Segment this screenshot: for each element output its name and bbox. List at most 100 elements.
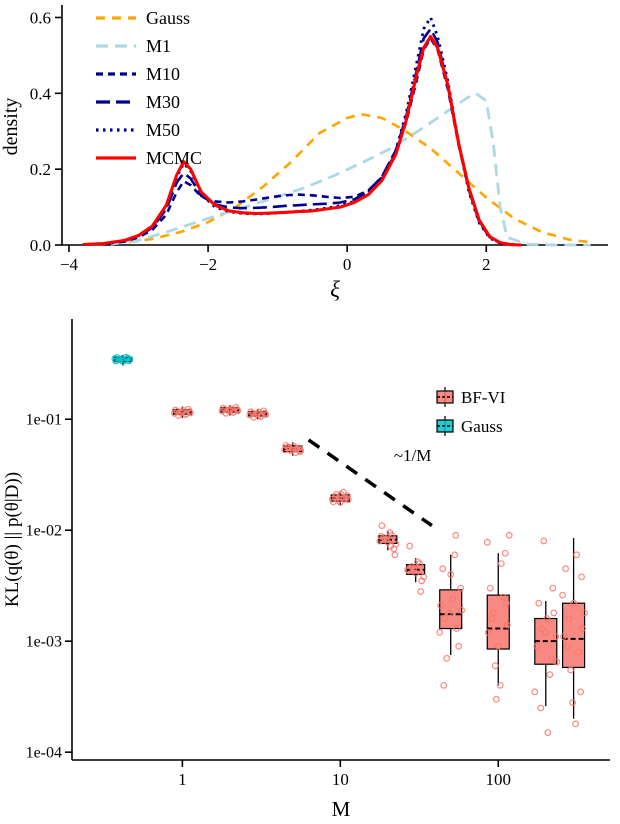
jitter-point (405, 567, 413, 575)
y-tick-label: 0.4 (30, 84, 52, 103)
jitter-point (503, 621, 511, 629)
density-chart: 0.0 0.2 0.4 0.6 −4 −2 0 2 density ξ Gauss M1 M10 M30 M… (0, 5, 608, 302)
series-MCMC (82, 34, 522, 247)
jitter-point (564, 642, 572, 650)
jitter-point (186, 409, 194, 417)
x-tick-label: −4 (60, 255, 79, 274)
y-tick-label: 1e-02 (26, 523, 62, 540)
x-axis-label: ξ (330, 277, 340, 302)
legend-label-M10: M10 (146, 64, 180, 84)
jitter-point (569, 699, 577, 706)
jitter-point (486, 584, 494, 592)
x-tick-label: 100 (486, 770, 512, 789)
jitter-point (332, 491, 340, 498)
jitter-point (451, 551, 459, 559)
jitter-point (496, 681, 504, 689)
jitter-point (537, 704, 545, 712)
jitter-point (491, 662, 499, 670)
jitter-point (562, 565, 570, 573)
y-tick-label: 0.2 (30, 160, 51, 179)
jitter-point (581, 609, 589, 617)
jitter-point (565, 615, 573, 622)
jitter-point (376, 537, 384, 545)
jitter-point (406, 542, 414, 550)
jitter-point (232, 403, 240, 411)
series-M1 (110, 91, 591, 247)
jitter-point (483, 538, 491, 546)
legend-label-M1: M1 (146, 36, 171, 56)
kl-divergence-chart: 1e-01 1e-02 1e-03 1e-04 1 10 100 KL(q(θ) || p(θ… (2, 319, 610, 821)
jitter-point (499, 593, 507, 601)
jitter-point (502, 599, 510, 607)
jitter-point (247, 408, 255, 416)
jitter-point (377, 532, 385, 540)
jitter-point (222, 409, 230, 417)
jitter-point (437, 602, 445, 609)
boxplot-50 (439, 589, 463, 630)
jitter-point (336, 499, 344, 506)
jitter-point (553, 658, 561, 666)
legend-label-M50: M50 (146, 120, 180, 140)
jitter-point (449, 595, 457, 603)
jitter-point (378, 522, 386, 530)
jitter-point (387, 542, 395, 550)
y-axis-label: density (0, 98, 22, 156)
jitter-point (184, 405, 192, 413)
legend-label-Gauss: Gauss (461, 417, 503, 436)
jitter-point (418, 577, 426, 585)
jitter-point (125, 357, 133, 365)
x-tick-label: −2 (199, 255, 217, 274)
jitter-point (567, 666, 575, 674)
jitter-point (457, 584, 465, 592)
x-tick-label: 10 (332, 770, 349, 789)
jitter-point (441, 615, 449, 622)
jitter-point (250, 413, 258, 421)
jitter-point (285, 443, 293, 451)
jitter-point (533, 642, 541, 650)
jitter-point (436, 628, 444, 636)
jitter-point (329, 498, 337, 506)
x-tick-label: 2 (482, 255, 491, 274)
jitter-point (386, 529, 394, 537)
boxplot-300 (562, 602, 586, 669)
jitter-point (234, 407, 242, 415)
jitter-point (494, 642, 502, 650)
jitter-point (550, 609, 558, 617)
jitter-point (339, 488, 347, 496)
slope-annotation: ~1/M (394, 446, 432, 465)
x-tick-label: 1 (178, 770, 187, 789)
jitter-point (492, 695, 500, 703)
jitter-point (540, 537, 548, 545)
jitter-point (538, 625, 546, 632)
jitter-point (570, 599, 578, 607)
y-tick-label: 1e-03 (26, 634, 62, 651)
jitter-point (447, 570, 455, 578)
jitter-point (579, 625, 587, 632)
jitter-point (531, 688, 539, 696)
x-tick-label: 0 (343, 255, 352, 274)
jitter-point (443, 654, 451, 662)
jitter-point (548, 654, 556, 662)
jitter-point (262, 411, 270, 419)
x-axis-label: M (332, 797, 351, 821)
jitter-point (439, 565, 447, 573)
slope-guide-line (307, 438, 433, 528)
jitter-point (484, 628, 492, 636)
jitter-point (488, 615, 496, 622)
jitter-point (391, 551, 399, 559)
jitter-point (174, 412, 182, 419)
jitter-point (577, 688, 585, 696)
jitter-point (440, 681, 448, 689)
jitter-point (535, 599, 543, 607)
jitter-point (572, 720, 580, 728)
jitter-point (171, 406, 179, 414)
legend-label-MCMC: MCMC (146, 148, 202, 168)
jitter-point (417, 588, 425, 595)
jitter-point (296, 448, 304, 456)
jitter-point (552, 633, 560, 640)
y-tick-label: 0.0 (30, 236, 51, 255)
y-tick-label: 0.6 (30, 8, 51, 27)
jitter-point (575, 648, 583, 656)
jitter-point (458, 606, 466, 614)
